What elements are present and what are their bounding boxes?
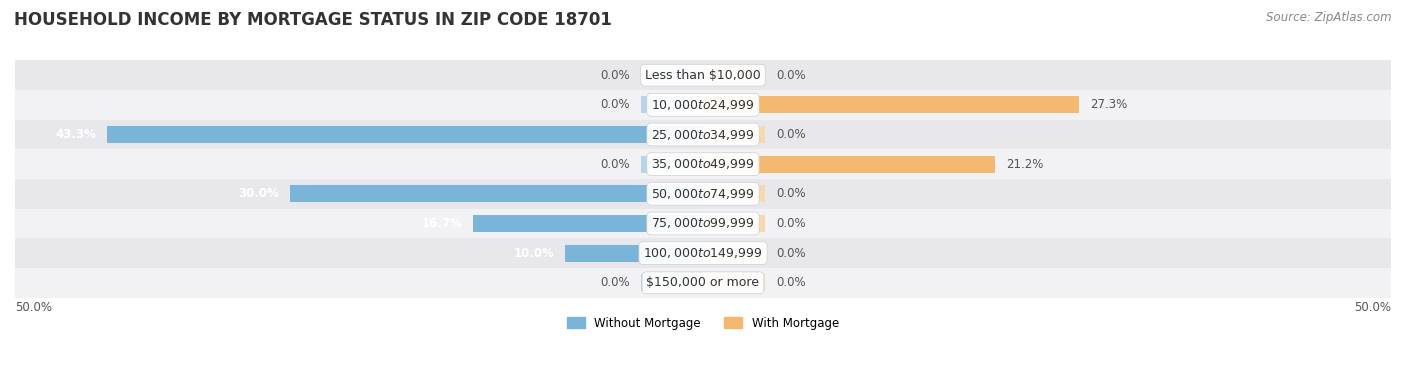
Text: 50.0%: 50.0% bbox=[15, 301, 52, 314]
Text: 0.0%: 0.0% bbox=[600, 69, 630, 82]
Text: $35,000 to $49,999: $35,000 to $49,999 bbox=[651, 157, 755, 171]
Text: 21.2%: 21.2% bbox=[1005, 158, 1043, 170]
Bar bbox=[641, 156, 703, 173]
Text: 0.0%: 0.0% bbox=[776, 276, 806, 289]
Text: $150,000 or more: $150,000 or more bbox=[647, 276, 759, 289]
Bar bbox=[107, 126, 703, 143]
Bar bbox=[15, 238, 1391, 268]
Bar bbox=[15, 90, 1391, 120]
Text: 0.0%: 0.0% bbox=[776, 217, 806, 230]
Legend: Without Mortgage, With Mortgage: Without Mortgage, With Mortgage bbox=[562, 312, 844, 335]
Text: 0.0%: 0.0% bbox=[776, 69, 806, 82]
Text: 0.0%: 0.0% bbox=[776, 187, 806, 200]
Text: 0.0%: 0.0% bbox=[600, 98, 630, 112]
Bar bbox=[15, 179, 1391, 209]
Bar bbox=[703, 215, 765, 232]
Text: $50,000 to $74,999: $50,000 to $74,999 bbox=[651, 187, 755, 201]
Bar bbox=[15, 209, 1391, 238]
Bar bbox=[15, 149, 1391, 179]
Bar bbox=[703, 96, 1078, 113]
Text: HOUSEHOLD INCOME BY MORTGAGE STATUS IN ZIP CODE 18701: HOUSEHOLD INCOME BY MORTGAGE STATUS IN Z… bbox=[14, 11, 612, 29]
Text: 0.0%: 0.0% bbox=[776, 246, 806, 260]
Bar bbox=[565, 245, 703, 262]
Bar bbox=[641, 96, 703, 113]
Bar bbox=[15, 60, 1391, 90]
Bar bbox=[703, 274, 765, 291]
Bar bbox=[703, 126, 765, 143]
Text: 0.0%: 0.0% bbox=[600, 158, 630, 170]
Text: Less than $10,000: Less than $10,000 bbox=[645, 69, 761, 82]
Bar bbox=[703, 156, 994, 173]
Bar bbox=[15, 120, 1391, 149]
Bar bbox=[641, 67, 703, 84]
Text: 10.0%: 10.0% bbox=[513, 246, 554, 260]
Bar bbox=[703, 185, 765, 202]
Text: 0.0%: 0.0% bbox=[600, 276, 630, 289]
Text: 16.7%: 16.7% bbox=[422, 217, 463, 230]
Text: 43.3%: 43.3% bbox=[55, 128, 96, 141]
Text: 30.0%: 30.0% bbox=[239, 187, 280, 200]
Text: 50.0%: 50.0% bbox=[1354, 301, 1391, 314]
Text: $10,000 to $24,999: $10,000 to $24,999 bbox=[651, 98, 755, 112]
Text: $100,000 to $149,999: $100,000 to $149,999 bbox=[644, 246, 762, 260]
Text: 0.0%: 0.0% bbox=[776, 128, 806, 141]
Bar bbox=[641, 274, 703, 291]
Bar bbox=[15, 268, 1391, 297]
Text: Source: ZipAtlas.com: Source: ZipAtlas.com bbox=[1267, 11, 1392, 24]
Bar bbox=[290, 185, 703, 202]
Text: $25,000 to $34,999: $25,000 to $34,999 bbox=[651, 127, 755, 141]
Bar bbox=[474, 215, 703, 232]
Bar bbox=[703, 245, 765, 262]
Bar bbox=[703, 67, 765, 84]
Text: 27.3%: 27.3% bbox=[1090, 98, 1126, 112]
Text: $75,000 to $99,999: $75,000 to $99,999 bbox=[651, 217, 755, 231]
